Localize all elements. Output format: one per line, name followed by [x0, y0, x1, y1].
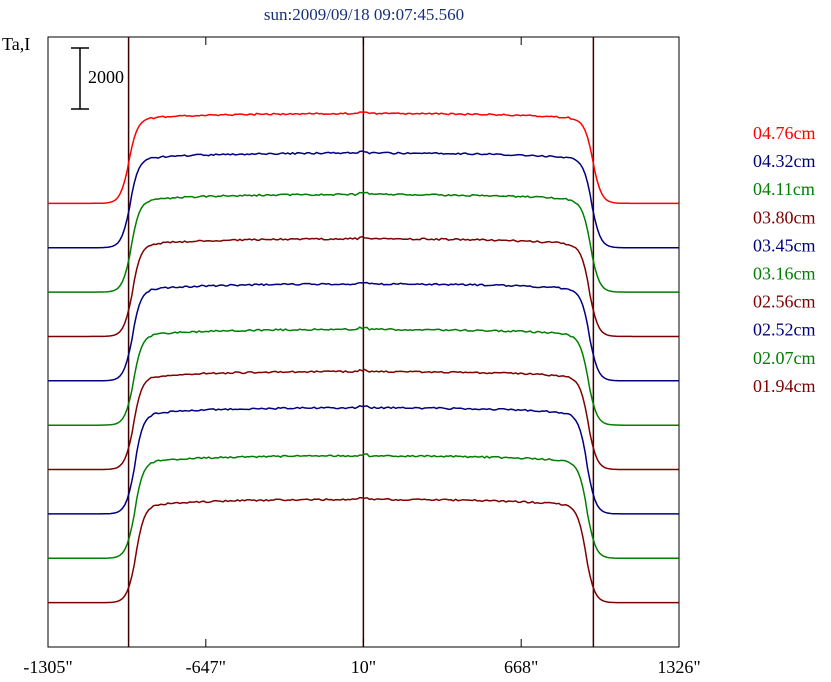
series-line-02.56cm [48, 368, 679, 471]
legend-entry: 04.11cm [753, 179, 815, 199]
series-line-04.32cm [48, 150, 679, 249]
x-tick-label: 1326" [657, 657, 700, 677]
scale-bar-label: 2000 [88, 67, 124, 87]
legend-entry: 02.07cm [753, 348, 816, 368]
chart-title: sun:2009/09/18 09:07:45.560 [264, 5, 464, 24]
x-tick-label: 10" [351, 657, 376, 677]
y-axis-label: Ta,I [2, 34, 30, 54]
series-line-02.07cm [48, 453, 679, 560]
series-lines [48, 111, 679, 604]
limb-markers [127, 37, 595, 647]
legend-entry: 02.52cm [753, 320, 816, 340]
scale-bar: 2000 [71, 47, 124, 110]
legend-entry: 04.76cm [753, 123, 816, 143]
legend-entry: 03.80cm [753, 207, 816, 227]
legend-entry: 04.32cm [753, 151, 816, 171]
series-line-04.11cm [48, 191, 679, 293]
legend-entry: 03.45cm [753, 235, 816, 255]
series-line-01.94cm [48, 496, 679, 604]
x-tick-label: -1305" [23, 657, 72, 677]
legend-entry: 01.94cm [753, 376, 816, 396]
legend: 04.76cm 04.32cm 04.11cm 03.80cm 03.45cm 03.16… [753, 123, 816, 396]
legend-entry: 03.16cm [753, 264, 816, 284]
legend-entry: 02.56cm [753, 292, 816, 312]
series-line-04.76cm [48, 111, 679, 205]
x-tick-label: 668" [504, 657, 538, 677]
x-axis: -1305" -647" 10" 668" 1326" [23, 37, 701, 677]
series-line-03.45cm [48, 281, 679, 382]
series-line-03.80cm [48, 235, 679, 338]
series-line-02.52cm [48, 404, 679, 515]
series-line-03.16cm [48, 326, 679, 426]
x-tick-label: -647" [186, 657, 226, 677]
